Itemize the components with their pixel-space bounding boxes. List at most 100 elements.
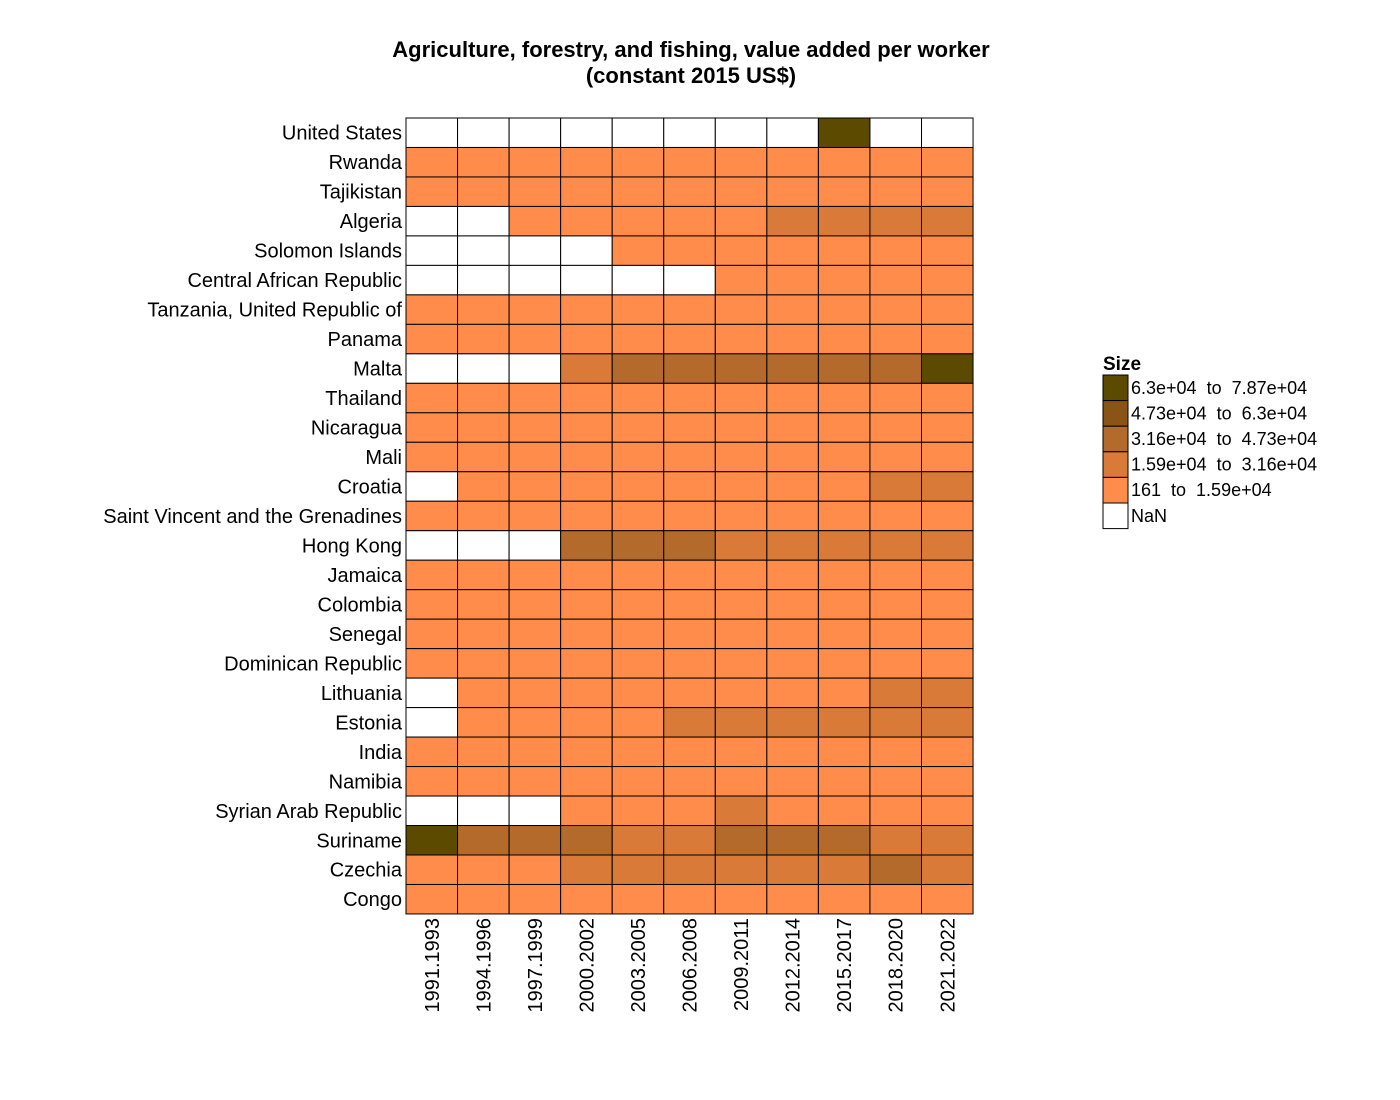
heatmap-cell: [766, 766, 819, 797]
heatmap-cell: [663, 825, 716, 856]
heatmap-cell: [714, 530, 768, 561]
row-label: Colombia: [318, 594, 403, 616]
heatmap-cell: [817, 235, 871, 266]
row-label: Syrian Arab Republic: [215, 801, 402, 823]
heatmap-cell: [457, 323, 510, 355]
row-label: Tanzania, United Republic of: [147, 300, 402, 322]
heatmap-cell: [714, 825, 768, 856]
row-label: Lithuania: [321, 683, 403, 705]
heatmap-cell: [817, 530, 871, 561]
heatmap-cell: [457, 382, 510, 414]
heatmap-cell: [508, 883, 562, 915]
heatmap-cell: [921, 235, 974, 266]
row-label: Suriname: [316, 830, 402, 852]
heatmap-cell: [766, 441, 819, 473]
chart-title-line-1: Agriculture, forestry, and fishing, valu…: [392, 37, 990, 62]
row-label: Nicaragua: [311, 418, 403, 440]
heatmap-cell: [508, 500, 562, 532]
heatmap-cell: [560, 707, 613, 738]
heatmap-cell: [560, 589, 613, 620]
heatmap-cell: [869, 559, 923, 591]
heatmap-cell: [663, 530, 716, 561]
legend-swatch: [1102, 502, 1129, 530]
heatmap-cell: [817, 589, 871, 620]
heatmap-cell: [560, 530, 613, 561]
heatmap-cell: [663, 559, 716, 591]
heatmap-cell: [714, 766, 768, 797]
heatmap-cell: [405, 323, 459, 355]
heatmap-cell: [508, 648, 562, 679]
heatmap-cell: [560, 264, 613, 296]
heatmap-cell: [611, 766, 665, 797]
row-label: United States: [282, 123, 402, 145]
heatmap-cell: [611, 854, 665, 885]
heatmap-cell: [921, 205, 974, 237]
heatmap-cell: [869, 883, 923, 915]
row-label: Dominican Republic: [224, 653, 402, 675]
heatmap-cell: [560, 766, 613, 797]
heatmap-cell: [508, 146, 562, 178]
legend-swatch: [1102, 451, 1129, 478]
heatmap-cell: [921, 559, 974, 591]
heatmap-cell: [921, 854, 974, 885]
heatmap-cell: [869, 795, 923, 827]
heatmap-cell: [663, 766, 716, 797]
heatmap-cell: [869, 854, 923, 885]
heatmap-cell: [457, 264, 510, 296]
heatmap-cell: [405, 795, 459, 827]
heatmap-cell: [457, 117, 510, 148]
heatmap-cell: [611, 441, 665, 473]
heatmap-cell: [714, 412, 768, 443]
heatmap-cell: [560, 323, 613, 355]
heatmap-cell: [921, 589, 974, 620]
column-label: 2003.2005: [628, 918, 650, 1013]
legend-swatch: [1102, 374, 1129, 402]
legend-label: 6.3e+04 to 7.87e+04: [1131, 378, 1307, 398]
heatmap-cell: [560, 854, 613, 885]
heatmap-cell: [817, 707, 871, 738]
heatmap-cell: [869, 736, 923, 768]
heatmap-cell: [766, 589, 819, 620]
heatmap-cell: [869, 677, 923, 709]
heatmap-cell: [663, 146, 716, 178]
heatmap-cell: [405, 117, 459, 148]
heatmap-cell: [817, 883, 871, 915]
heatmap-cell: [405, 353, 459, 384]
heatmap-cell: [766, 323, 819, 355]
legend: Size 6.3e+04 to 7.87e+04 4.73e+04 to 6.3e…: [1102, 354, 1317, 530]
heatmap-cell: [405, 559, 459, 591]
heatmap-cell: [405, 412, 459, 443]
legend-swatch: [1102, 476, 1129, 504]
heatmap-cell: [714, 736, 768, 768]
column-label: 2000.2002: [576, 918, 598, 1013]
heatmap-cell: [817, 441, 871, 473]
heatmap-cell: [817, 353, 871, 384]
heatmap-cell: [560, 441, 613, 473]
heatmap-cell: [766, 382, 819, 414]
heatmap-cell: [457, 883, 510, 915]
heatmap-cell: [714, 500, 768, 532]
heatmap-cell: [714, 117, 768, 148]
heatmap-cell: [457, 471, 510, 502]
heatmap-cell: [508, 736, 562, 768]
heatmap-cell: [611, 589, 665, 620]
column-label: 2012.2014: [783, 918, 805, 1013]
heatmap-cell: [663, 176, 716, 207]
heatmap-cell: [714, 146, 768, 178]
heatmap-cell: [766, 854, 819, 885]
heatmap-cell: [817, 412, 871, 443]
heatmap-cell: [869, 471, 923, 502]
heatmap-cell: [611, 412, 665, 443]
heatmap-cell: [921, 294, 974, 325]
heatmap-cell: [663, 353, 716, 384]
heatmap-cell: [611, 883, 665, 915]
heatmap-cell: [405, 707, 459, 738]
heatmap-cell: [663, 883, 716, 915]
heatmap-cell: [921, 412, 974, 443]
heatmap-cell: [714, 618, 768, 650]
heatmap-cell: [766, 883, 819, 915]
heatmap-cell: [714, 707, 768, 738]
heatmap-cell: [663, 677, 716, 709]
row-label: Panama: [328, 329, 403, 351]
heatmap-cell: [714, 264, 768, 296]
